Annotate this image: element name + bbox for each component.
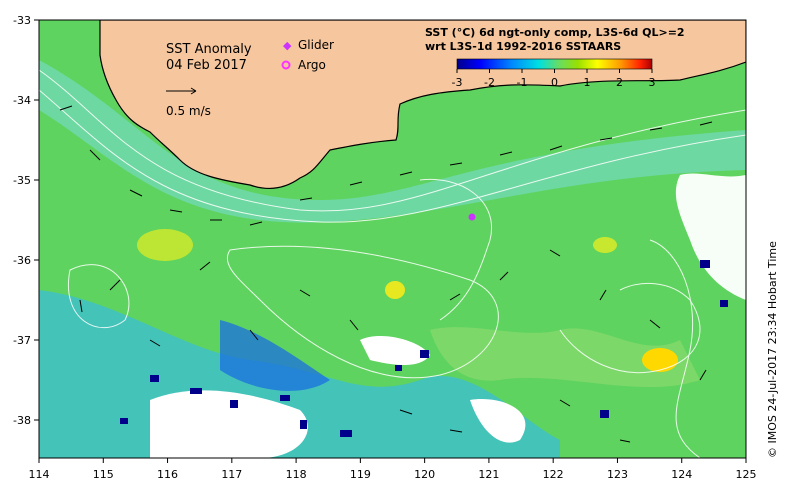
colorbar-title-2: wrt L3S-1d 1992-2016 SSTAARS [425,40,621,53]
cool-band-north [39,60,746,223]
lat-tick-label: -37 [13,334,31,347]
map-title: SST Anomaly [166,42,252,57]
warm-patch [137,229,193,261]
warm-patch [593,237,617,253]
plot-frame [38,19,747,459]
current-vectors [59,105,713,443]
colorbar-tick-label: -1 [517,76,528,89]
lon-tick-label: 114 [29,468,50,481]
contour-lines [39,69,746,458]
colorbar-tick-label: -2 [484,76,495,89]
warm-patch [642,348,678,372]
argo-legend-label: Argo [298,58,326,72]
colorbar [456,58,653,70]
lon-tick-label: 122 [543,468,564,481]
lon-tick-label: 124 [671,468,692,481]
colorbar-title-1: SST (°C) 6d ngt-only comp, L3S-6d QL>=2 [425,26,685,39]
lat-tick-label: -36 [13,254,31,267]
map-date: 04 Feb 2017 [166,58,247,73]
lat-tick-label: -38 [13,414,31,427]
cloud-gap [470,399,526,443]
glider-position-marker [468,213,476,221]
cold-speckles [120,260,728,437]
scale-arrow-head [190,87,197,95]
colorbar-tick-label: 0 [551,76,558,89]
lon-tick-label: 121 [478,468,499,481]
credit-text-container: © IMOS 24-Jul-2017 23:34 Hobart Time [766,241,779,458]
colorbar-tick-label: -3 [452,76,463,89]
lon-tick-label: 119 [350,468,371,481]
lat-tick-label: -35 [13,174,31,187]
velocity-scale-label: 0.5 m/s [166,104,211,118]
glider-legend-icon: ◆ [283,39,292,52]
colorbar-tick-label: 3 [649,76,656,89]
sst-field [39,20,746,458]
lat-tick-label: -33 [13,14,31,27]
colorbar-tick-label: 2 [616,76,623,89]
warm-patch [385,281,405,299]
lon-tick-label: 115 [93,468,114,481]
latitude-ticks: -33 -34 -35 -36 -37 -38 [13,14,39,427]
lon-tick-label: 120 [414,468,435,481]
glider-legend-label: Glider [298,38,334,52]
lon-tick-label: 123 [607,468,628,481]
lat-tick-label: -34 [13,94,31,107]
lon-tick-label: 118 [286,468,307,481]
cloud-gap [360,335,430,365]
cloud-gap [675,173,746,300]
lon-tick-label: 116 [157,468,178,481]
lon-tick-label: 117 [221,468,242,481]
blue-anomaly [220,320,330,391]
lon-tick-label: 125 [736,468,757,481]
colorbar-tick-label: 1 [584,76,591,89]
cloud-gap [150,390,308,458]
colorbar-ticks: -3 -2 -1 0 1 2 3 [452,69,656,89]
longitude-ticks: 114 115 116 117 118 119 120 121 122 123 124 125 [29,458,757,481]
credit-text: © IMOS 24-Jul-2017 23:34 Hobart Time [766,241,779,458]
argo-legend-icon [281,60,291,70]
